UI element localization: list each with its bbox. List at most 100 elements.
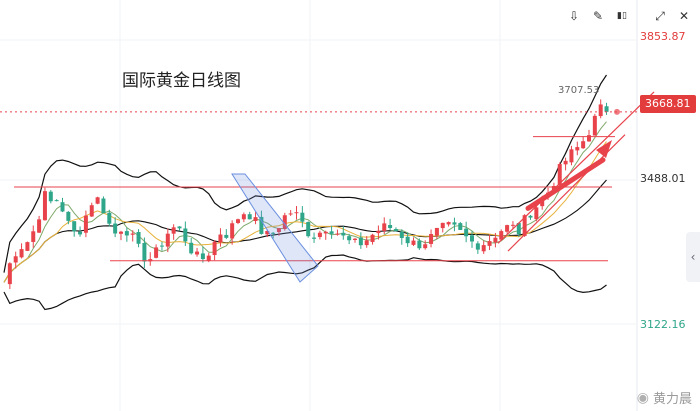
candle-body <box>60 202 65 212</box>
candle-body <box>265 230 270 235</box>
candle-body <box>335 233 340 235</box>
candle-body <box>72 221 77 232</box>
candle-body <box>124 231 129 236</box>
candle-body <box>341 232 346 236</box>
candle-body <box>528 215 533 218</box>
candle-body <box>452 222 457 225</box>
candle-body <box>113 223 118 234</box>
candle-body <box>575 147 580 151</box>
candle-body <box>282 215 287 230</box>
expand-button[interactable]: ⤢ <box>650 6 670 26</box>
candle-body <box>598 104 603 117</box>
candle-body <box>107 212 112 224</box>
candle-body <box>388 225 393 229</box>
candle-body <box>587 135 591 142</box>
candle-body <box>189 242 194 254</box>
candle-body <box>236 219 240 223</box>
candle-body <box>592 115 597 136</box>
candle-body <box>458 223 463 230</box>
candle-body <box>31 231 36 242</box>
candle-body <box>37 219 42 233</box>
candle-body <box>434 227 439 236</box>
candle-body <box>481 245 486 252</box>
candle-body <box>604 106 609 112</box>
side-panel-toggle[interactable]: ‹ <box>686 232 700 282</box>
candle-body <box>200 253 205 260</box>
candle-body <box>288 213 293 215</box>
candle-body <box>353 238 357 240</box>
y-tick-top: 3853.87 <box>640 30 686 43</box>
current-price-marker <box>614 108 620 115</box>
candle-body <box>505 225 510 232</box>
candle-body <box>271 232 276 234</box>
candle-body <box>83 215 88 233</box>
candle-body <box>218 234 223 243</box>
watermark-text: 黄力晨 <box>652 392 692 407</box>
candle-body <box>323 231 328 234</box>
candle-body <box>148 259 153 262</box>
candle-body <box>224 234 229 238</box>
candle-body <box>516 223 521 235</box>
candle-body <box>300 212 305 222</box>
candle-body <box>557 164 562 185</box>
candle-body <box>487 241 492 246</box>
chart-toolbar: ⇩ ✎ ▮▯ ⤢ ✕ <box>564 6 694 26</box>
candle-body <box>241 214 246 220</box>
candle-body <box>212 241 217 256</box>
candle-body <box>253 217 258 222</box>
candle-body <box>563 160 568 165</box>
candle-body <box>101 198 106 214</box>
candle-body <box>499 231 504 240</box>
candle-body <box>581 141 586 149</box>
lower-bollinger-band <box>3 254 607 311</box>
candle-body <box>159 245 164 247</box>
candle-body <box>183 228 188 242</box>
candle-body <box>259 216 264 234</box>
candle-body <box>154 247 159 258</box>
candle-body <box>13 256 18 263</box>
candle-body <box>464 228 469 237</box>
high-price-label: 3707.53 <box>558 85 600 96</box>
candle-body <box>540 198 545 207</box>
candle-body <box>294 212 299 214</box>
candle-body <box>475 243 480 250</box>
candle-body <box>130 233 135 235</box>
candle-body <box>89 205 94 217</box>
candle-body <box>376 230 381 234</box>
indicator-button[interactable]: ⇩ <box>564 6 584 26</box>
expand-icon: ⤢ <box>655 8 665 23</box>
draw-button[interactable]: ✎ <box>588 6 608 26</box>
close-icon: ✕ <box>678 9 690 23</box>
candle-body <box>347 236 352 241</box>
candle-body <box>364 240 369 246</box>
candle-body <box>95 197 100 204</box>
current-price-tag: 3668.81 <box>640 95 696 113</box>
candle-body <box>119 231 123 234</box>
candle-body <box>382 223 387 231</box>
candle-body <box>19 249 24 258</box>
descending-channel <box>231 173 319 283</box>
indicator-icon: ⇩ <box>568 9 580 23</box>
candle-body <box>417 240 422 249</box>
candle-body <box>405 236 410 244</box>
candle-body <box>358 237 363 246</box>
candle-body <box>470 235 474 242</box>
close-button[interactable]: ✕ <box>674 6 694 26</box>
candle-body <box>42 191 47 221</box>
trend-arrow-head <box>596 140 612 158</box>
chart-title: 国际黄金日线图 <box>122 71 241 91</box>
candle-body <box>312 237 317 239</box>
weibo-icon: ◉ <box>636 389 649 406</box>
y-tick-bottom: 3122.16 <box>640 318 686 331</box>
candle-body <box>136 232 141 244</box>
uptrend-line-upper <box>497 91 655 244</box>
upper-bollinger-band <box>3 74 608 273</box>
candle-body <box>25 242 30 251</box>
candle-body <box>177 226 182 229</box>
pencil-icon: ✎ <box>592 9 604 23</box>
candle-type-button[interactable]: ▮▯ <box>612 6 632 26</box>
candle-body <box>78 231 83 235</box>
candle-body <box>317 232 322 237</box>
